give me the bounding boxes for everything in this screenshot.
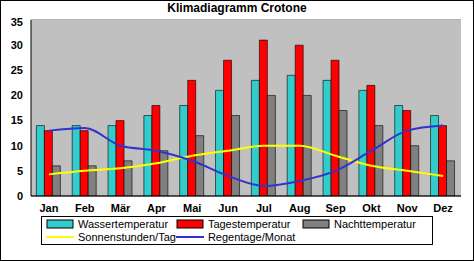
html-text:Regentage/Monat: Regentage/Monat [207,231,296,243]
html-text:Wassertemperatur: Wassertemperatur [78,218,169,230]
svg-text:Okt: Okt [362,202,381,214]
svg-text:Apr: Apr [147,202,167,214]
svg-text:35: 35 [11,16,23,28]
svg-text:Feb: Feb [75,202,95,214]
svg-text:15: 15 [11,114,23,126]
svg-text:Mai: Mai [183,202,201,214]
html-text:Klimadiagramm Crotone: Klimadiagramm Crotone [167,1,307,15]
svg-text:0: 0 [17,190,23,202]
svg-text:10: 10 [11,140,23,152]
svg-text:Sep: Sep [325,202,345,214]
html-text:Tagestemperatur: Tagestemperatur [207,218,291,230]
svg-text:Jul: Jul [256,202,272,214]
svg-text:Nov: Nov [397,202,419,214]
svg-text:Aug: Aug [289,202,310,214]
html-text:Sonnenstunden/Tag: Sonnenstunden/Tag [78,231,176,243]
html-text:Nachttemperatur: Nachttemperatur [333,218,416,230]
svg-text:Mär: Mär [111,202,131,214]
svg-text:Dez: Dez [433,202,453,214]
svg-text:5: 5 [17,165,23,177]
svg-text:25: 25 [11,64,23,76]
svg-text:Jan: Jan [39,202,58,214]
svg-text:20: 20 [11,89,23,101]
svg-text:30: 30 [11,39,23,51]
svg-text:Jun: Jun [218,202,238,214]
